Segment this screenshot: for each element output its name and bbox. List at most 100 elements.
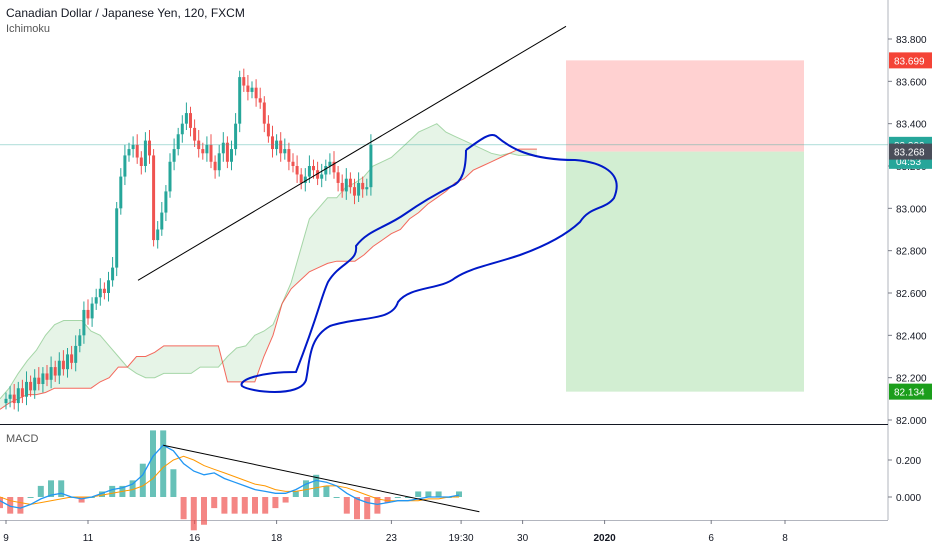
candle-body bbox=[16, 388, 20, 404]
candle-body bbox=[115, 208, 119, 268]
candle-body bbox=[111, 267, 115, 281]
macd-histogram-bar bbox=[241, 497, 248, 514]
candle-body bbox=[332, 161, 336, 173]
candle-body bbox=[41, 373, 45, 385]
candle-body bbox=[176, 134, 180, 150]
candle-body bbox=[25, 381, 28, 397]
candle-body bbox=[123, 155, 127, 177]
macd-histogram-bar bbox=[425, 491, 432, 497]
candle-body bbox=[82, 309, 86, 336]
candle-body bbox=[193, 127, 197, 141]
macd-histogram-bar bbox=[37, 485, 44, 497]
y-tick-label: 83.800 bbox=[896, 35, 927, 46]
macd-histogram-bar bbox=[415, 491, 422, 497]
macd-histogram-bar bbox=[109, 485, 116, 497]
candle-body bbox=[234, 123, 238, 150]
candle-body bbox=[303, 176, 307, 183]
candle-body bbox=[230, 149, 233, 162]
macd-histogram-bar bbox=[252, 497, 258, 514]
candle-body bbox=[53, 367, 57, 376]
candle-body bbox=[279, 140, 283, 154]
candle-body bbox=[324, 166, 328, 175]
candle-body bbox=[201, 149, 205, 154]
kumo-span-b bbox=[0, 148, 537, 410]
stop-price-badge: 82.134 bbox=[894, 388, 925, 399]
x-tick-label: 6 bbox=[708, 533, 714, 544]
macd-histogram-bar bbox=[384, 497, 391, 503]
ichimoku-cloud bbox=[0, 123, 537, 410]
x-tick-label: 11 bbox=[83, 533, 94, 544]
candle-body bbox=[336, 172, 340, 183]
candle-body bbox=[94, 297, 98, 304]
macd-histogram-bar bbox=[354, 497, 360, 520]
y-tick-label: 83.600 bbox=[896, 77, 927, 88]
macd-histogram-bar bbox=[170, 469, 177, 497]
entry-price-badge-bg bbox=[889, 143, 932, 160]
candle-body bbox=[344, 178, 348, 192]
candle-body bbox=[172, 149, 176, 162]
macd-histogram-bar bbox=[150, 430, 156, 497]
candle-body bbox=[143, 140, 147, 166]
macd-y-tick-label: 0.000 bbox=[896, 493, 921, 504]
y-tick-label: 83.400 bbox=[896, 120, 927, 131]
candle-body bbox=[57, 360, 61, 376]
x-tick-label: 18 bbox=[271, 533, 283, 544]
stop-price-badge-bg bbox=[889, 383, 932, 400]
macd-histogram-bar bbox=[17, 497, 24, 514]
macd-histogram-bar bbox=[180, 497, 187, 520]
candle-body bbox=[271, 136, 274, 150]
macd-histogram-bar bbox=[0, 497, 3, 509]
x-tick-label: 23 bbox=[386, 533, 398, 544]
target-price-badge: 83.699 bbox=[894, 56, 925, 67]
candle-body bbox=[250, 87, 254, 92]
macd-histogram-bar bbox=[405, 497, 411, 498]
candle-body bbox=[217, 153, 221, 171]
macd-histogram-bar bbox=[313, 474, 320, 497]
candle-body bbox=[86, 309, 90, 319]
candle-body bbox=[33, 377, 37, 391]
candle-body bbox=[213, 161, 217, 171]
candle-body bbox=[135, 144, 139, 158]
candle-body bbox=[287, 149, 291, 162]
candle-body bbox=[37, 377, 41, 385]
macd-histogram-bar bbox=[303, 480, 309, 497]
candle-body bbox=[164, 191, 168, 213]
macd-histogram-bar bbox=[48, 480, 54, 497]
macd-histogram-bar bbox=[27, 497, 34, 498]
y-tick-label: 82.400 bbox=[896, 331, 927, 342]
macd-histogram-bar bbox=[374, 497, 381, 514]
candle-body bbox=[148, 140, 151, 156]
candle-body bbox=[258, 98, 262, 103]
macd-histogram-bar bbox=[221, 497, 228, 514]
macd-histogram-bar bbox=[58, 480, 65, 497]
candle-body bbox=[61, 360, 65, 370]
candle-body bbox=[299, 174, 303, 183]
macd-histogram-bar bbox=[343, 497, 350, 514]
candle-body bbox=[369, 144, 373, 188]
candle-body bbox=[266, 123, 270, 137]
candle-body bbox=[107, 280, 110, 293]
candle-body bbox=[119, 176, 123, 209]
candle-body bbox=[242, 77, 246, 86]
entry-price-badge: 83.268 bbox=[894, 148, 925, 159]
target-zone bbox=[566, 60, 804, 152]
macd-histogram-bar bbox=[99, 491, 105, 497]
macd-histogram-bar bbox=[435, 491, 442, 497]
macd-trend-line bbox=[163, 444, 480, 513]
stop-zone bbox=[566, 151, 804, 392]
x-tick-label: 16 bbox=[189, 533, 201, 544]
macd-histogram-bar bbox=[456, 491, 462, 497]
macd-histogram-bar bbox=[323, 485, 330, 497]
candle-body bbox=[291, 161, 295, 166]
macd-histogram-bar bbox=[282, 497, 289, 503]
candle-body bbox=[102, 288, 106, 293]
macd-histogram-bar bbox=[160, 430, 167, 497]
symbol-title: Canadian Dollar / Japanese Yen, 120, FXC… bbox=[6, 6, 245, 20]
projected-path-drawing bbox=[240, 134, 618, 393]
x-tick-label: 19:30 bbox=[449, 533, 474, 544]
candle-body bbox=[45, 373, 49, 380]
countdown-badge: 04:53 bbox=[896, 157, 921, 168]
macd-histogram-bar bbox=[394, 497, 401, 498]
